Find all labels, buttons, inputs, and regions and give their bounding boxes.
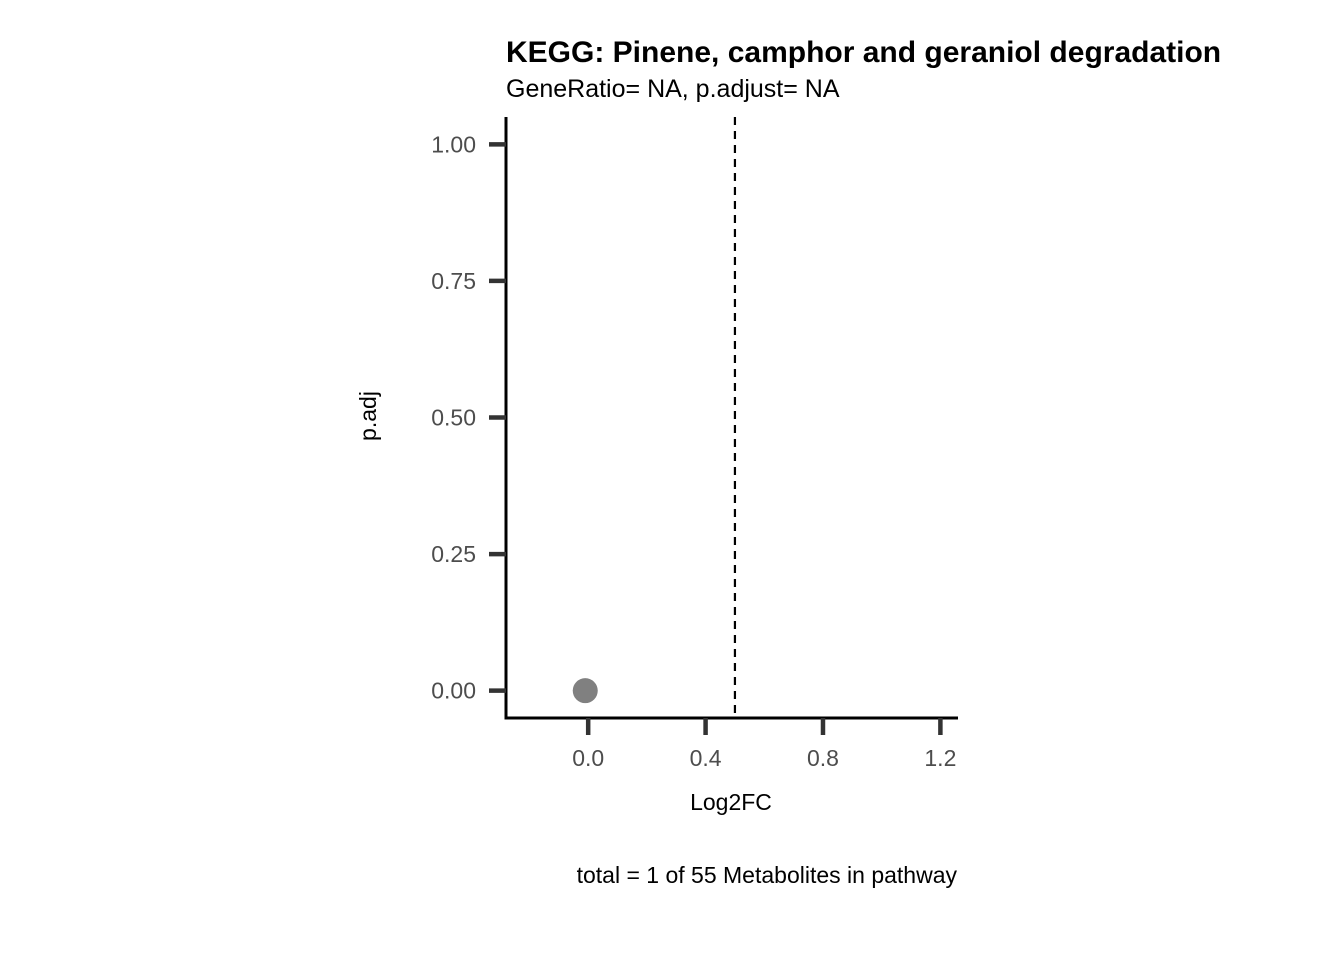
x-axis-title: Log2FC [690,789,772,815]
data-point [572,678,598,704]
plot-panel: 0.00 0.25 0.50 0.75 1.00 0.0 0.4 0.8 1.2 [431,117,958,771]
x-tick-label: 0.8 [807,745,839,771]
y-tick-label: 1.00 [431,131,476,157]
y-axis-title: p.adj [355,391,381,441]
y-tick-label: 0.75 [431,268,476,294]
y-tick-label: 0.25 [431,541,476,567]
chart-caption: total = 1 of 55 Metabolites in pathway [577,862,958,888]
x-tick-label: 0.0 [572,745,604,771]
y-tick-label: 0.00 [431,678,476,704]
y-tick-label: 0.50 [431,405,476,431]
x-tick-label: 1.2 [924,745,956,771]
chart-title: KEGG: Pinene, camphor and geraniol degra… [506,36,1221,69]
x-tick-label: 0.4 [690,745,722,771]
chart-subtitle: GeneRatio= NA, p.adjust= NA [506,75,840,103]
